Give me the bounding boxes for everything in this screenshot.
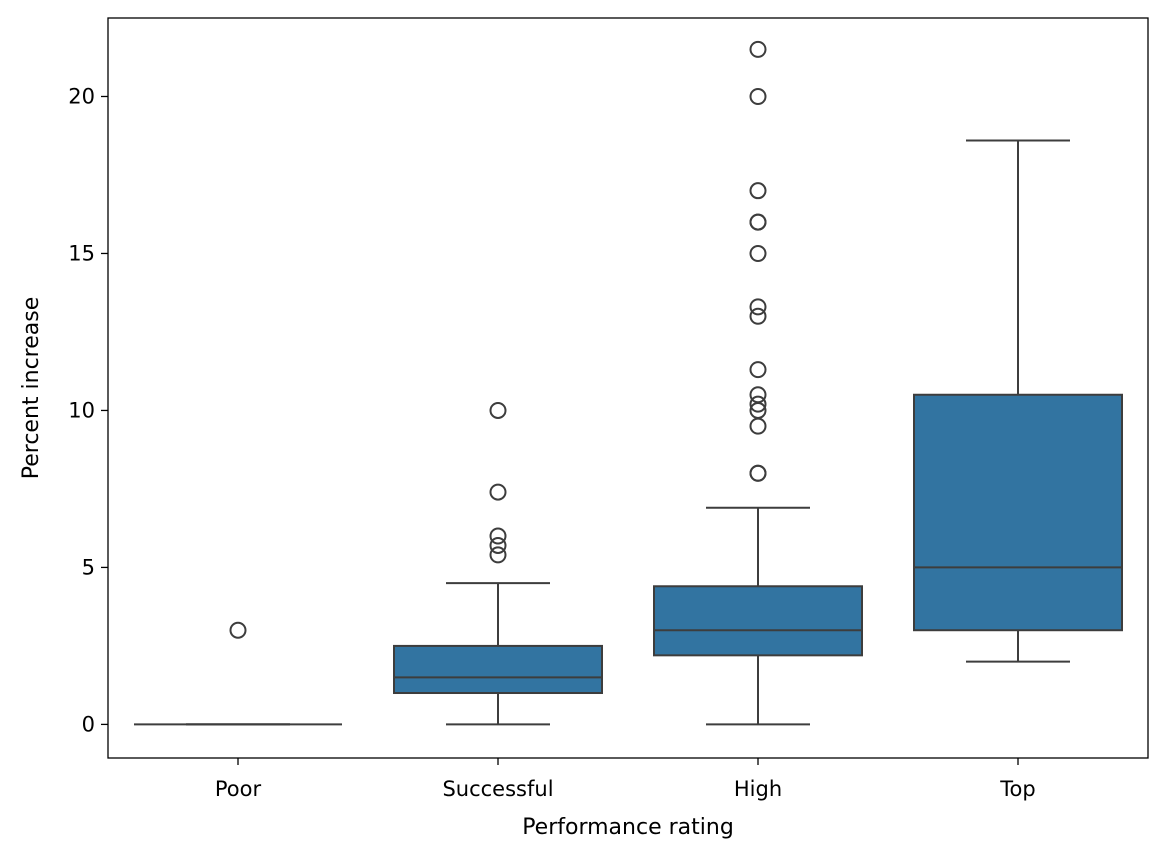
outlier-point: [489, 401, 507, 419]
y-axis-label: Percent increase: [19, 297, 44, 480]
outlier-point: [489, 527, 507, 545]
outlier-point: [489, 536, 507, 554]
box-group-high: [653, 40, 863, 726]
y-tick-label: 15: [68, 241, 95, 265]
outlier-point: [489, 546, 507, 564]
outlier-point: [749, 182, 767, 200]
x-axis-label: Performance rating: [522, 815, 734, 840]
box-group-poor: [134, 621, 342, 726]
outlier-point: [749, 244, 767, 262]
outlier-point: [749, 298, 767, 316]
plot-frame: [107, 17, 1149, 759]
box-iqr: [913, 393, 1123, 632]
axes-layer: 0 5 10 15 20 Poor Successful High Top: [68, 84, 1035, 801]
outlier-point: [749, 307, 767, 325]
y-tick-label: 0: [82, 712, 95, 736]
outlier-point: [749, 464, 767, 482]
x-tick-label: Top: [999, 777, 1035, 801]
y-tick-label: 20: [68, 84, 95, 108]
outlier-point: [749, 395, 767, 413]
box-iqr: [653, 585, 863, 657]
box-group-successful: [393, 401, 603, 726]
boxes-layer: [134, 40, 1123, 726]
outlier-point: [749, 213, 767, 231]
outlier-point: [489, 483, 507, 501]
box-group-top: [913, 139, 1123, 663]
outlier-point: [229, 621, 247, 639]
x-tick-label: Successful: [442, 777, 553, 801]
outlier-point: [749, 361, 767, 379]
x-tick-label: Poor: [215, 777, 262, 801]
y-tick-label: 10: [68, 398, 95, 422]
outlier-point: [749, 87, 767, 105]
y-tick-label: 5: [82, 555, 95, 579]
outlier-point: [749, 417, 767, 435]
outlier-point: [749, 40, 767, 58]
x-tick-label: High: [734, 777, 782, 801]
box-iqr: [393, 644, 603, 695]
